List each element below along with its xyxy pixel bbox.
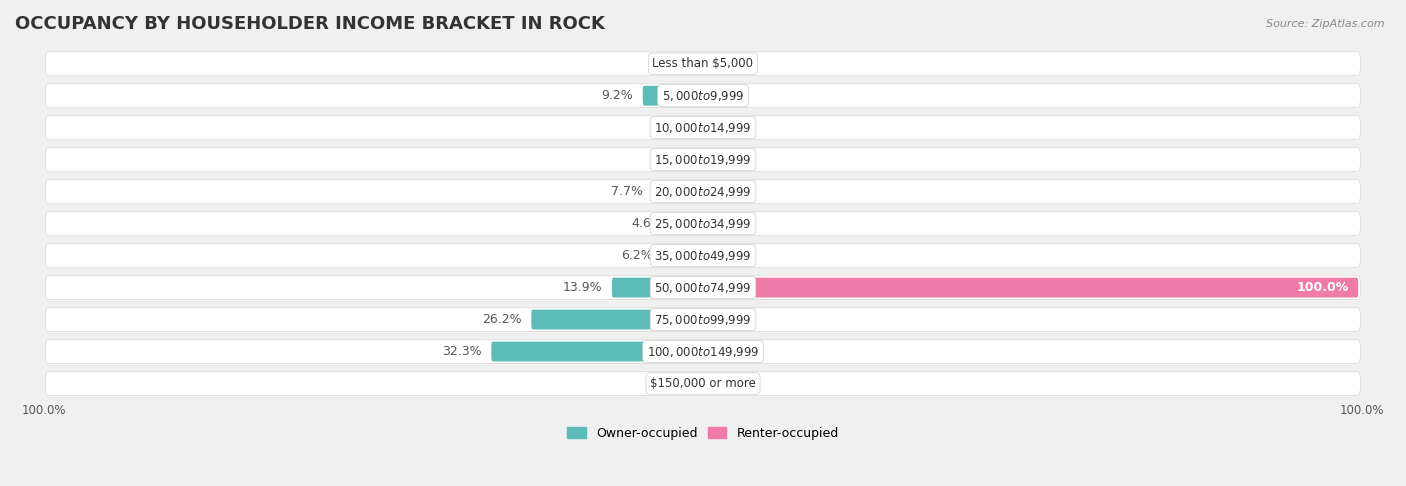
FancyBboxPatch shape <box>703 278 1358 297</box>
FancyBboxPatch shape <box>673 214 703 233</box>
Text: 0.0%: 0.0% <box>713 121 745 134</box>
Text: $50,000 to $74,999: $50,000 to $74,999 <box>654 280 752 295</box>
FancyBboxPatch shape <box>531 310 703 330</box>
Text: 0.0%: 0.0% <box>661 57 693 70</box>
Text: $25,000 to $34,999: $25,000 to $34,999 <box>654 217 752 230</box>
Text: 32.3%: 32.3% <box>441 345 481 358</box>
Text: 0.0%: 0.0% <box>713 377 745 390</box>
Text: 0.0%: 0.0% <box>661 121 693 134</box>
Text: Less than $5,000: Less than $5,000 <box>652 57 754 70</box>
Text: $100,000 to $149,999: $100,000 to $149,999 <box>647 345 759 359</box>
Text: 0.0%: 0.0% <box>713 57 745 70</box>
Text: 0.0%: 0.0% <box>713 249 745 262</box>
Text: $75,000 to $99,999: $75,000 to $99,999 <box>654 312 752 327</box>
Text: 13.9%: 13.9% <box>562 281 602 294</box>
FancyBboxPatch shape <box>45 308 1361 331</box>
Text: $35,000 to $49,999: $35,000 to $49,999 <box>654 248 752 262</box>
FancyBboxPatch shape <box>652 182 703 202</box>
Text: $150,000 or more: $150,000 or more <box>650 377 756 390</box>
Text: $15,000 to $19,999: $15,000 to $19,999 <box>654 153 752 167</box>
Text: 0.0%: 0.0% <box>713 89 745 102</box>
Text: 26.2%: 26.2% <box>482 313 522 326</box>
Text: $20,000 to $24,999: $20,000 to $24,999 <box>654 185 752 199</box>
Text: OCCUPANCY BY HOUSEHOLDER INCOME BRACKET IN ROCK: OCCUPANCY BY HOUSEHOLDER INCOME BRACKET … <box>15 15 605 33</box>
Text: 0.0%: 0.0% <box>713 217 745 230</box>
Text: 0.0%: 0.0% <box>713 345 745 358</box>
Text: 9.2%: 9.2% <box>602 89 633 102</box>
Text: 0.0%: 0.0% <box>713 153 745 166</box>
FancyBboxPatch shape <box>45 180 1361 204</box>
Text: $5,000 to $9,999: $5,000 to $9,999 <box>662 88 744 103</box>
FancyBboxPatch shape <box>643 86 703 105</box>
FancyBboxPatch shape <box>45 116 1361 139</box>
FancyBboxPatch shape <box>662 245 703 265</box>
Text: Source: ZipAtlas.com: Source: ZipAtlas.com <box>1267 19 1385 30</box>
FancyBboxPatch shape <box>45 244 1361 267</box>
FancyBboxPatch shape <box>45 84 1361 107</box>
Text: 100.0%: 100.0% <box>21 404 66 417</box>
Text: 0.0%: 0.0% <box>661 377 693 390</box>
Text: 0.0%: 0.0% <box>713 313 745 326</box>
FancyBboxPatch shape <box>612 278 703 297</box>
FancyBboxPatch shape <box>45 52 1361 75</box>
Text: 100.0%: 100.0% <box>1340 404 1385 417</box>
Legend: Owner-occupied, Renter-occupied: Owner-occupied, Renter-occupied <box>562 422 844 445</box>
Text: 0.0%: 0.0% <box>661 153 693 166</box>
FancyBboxPatch shape <box>491 342 703 362</box>
FancyBboxPatch shape <box>45 276 1361 299</box>
Text: 100.0%: 100.0% <box>1296 281 1348 294</box>
Text: 7.7%: 7.7% <box>610 185 643 198</box>
FancyBboxPatch shape <box>45 340 1361 364</box>
FancyBboxPatch shape <box>45 372 1361 395</box>
Text: 0.0%: 0.0% <box>713 185 745 198</box>
FancyBboxPatch shape <box>45 148 1361 172</box>
Text: $10,000 to $14,999: $10,000 to $14,999 <box>654 121 752 135</box>
Text: 6.2%: 6.2% <box>621 249 652 262</box>
Text: 4.6%: 4.6% <box>631 217 664 230</box>
FancyBboxPatch shape <box>45 212 1361 235</box>
